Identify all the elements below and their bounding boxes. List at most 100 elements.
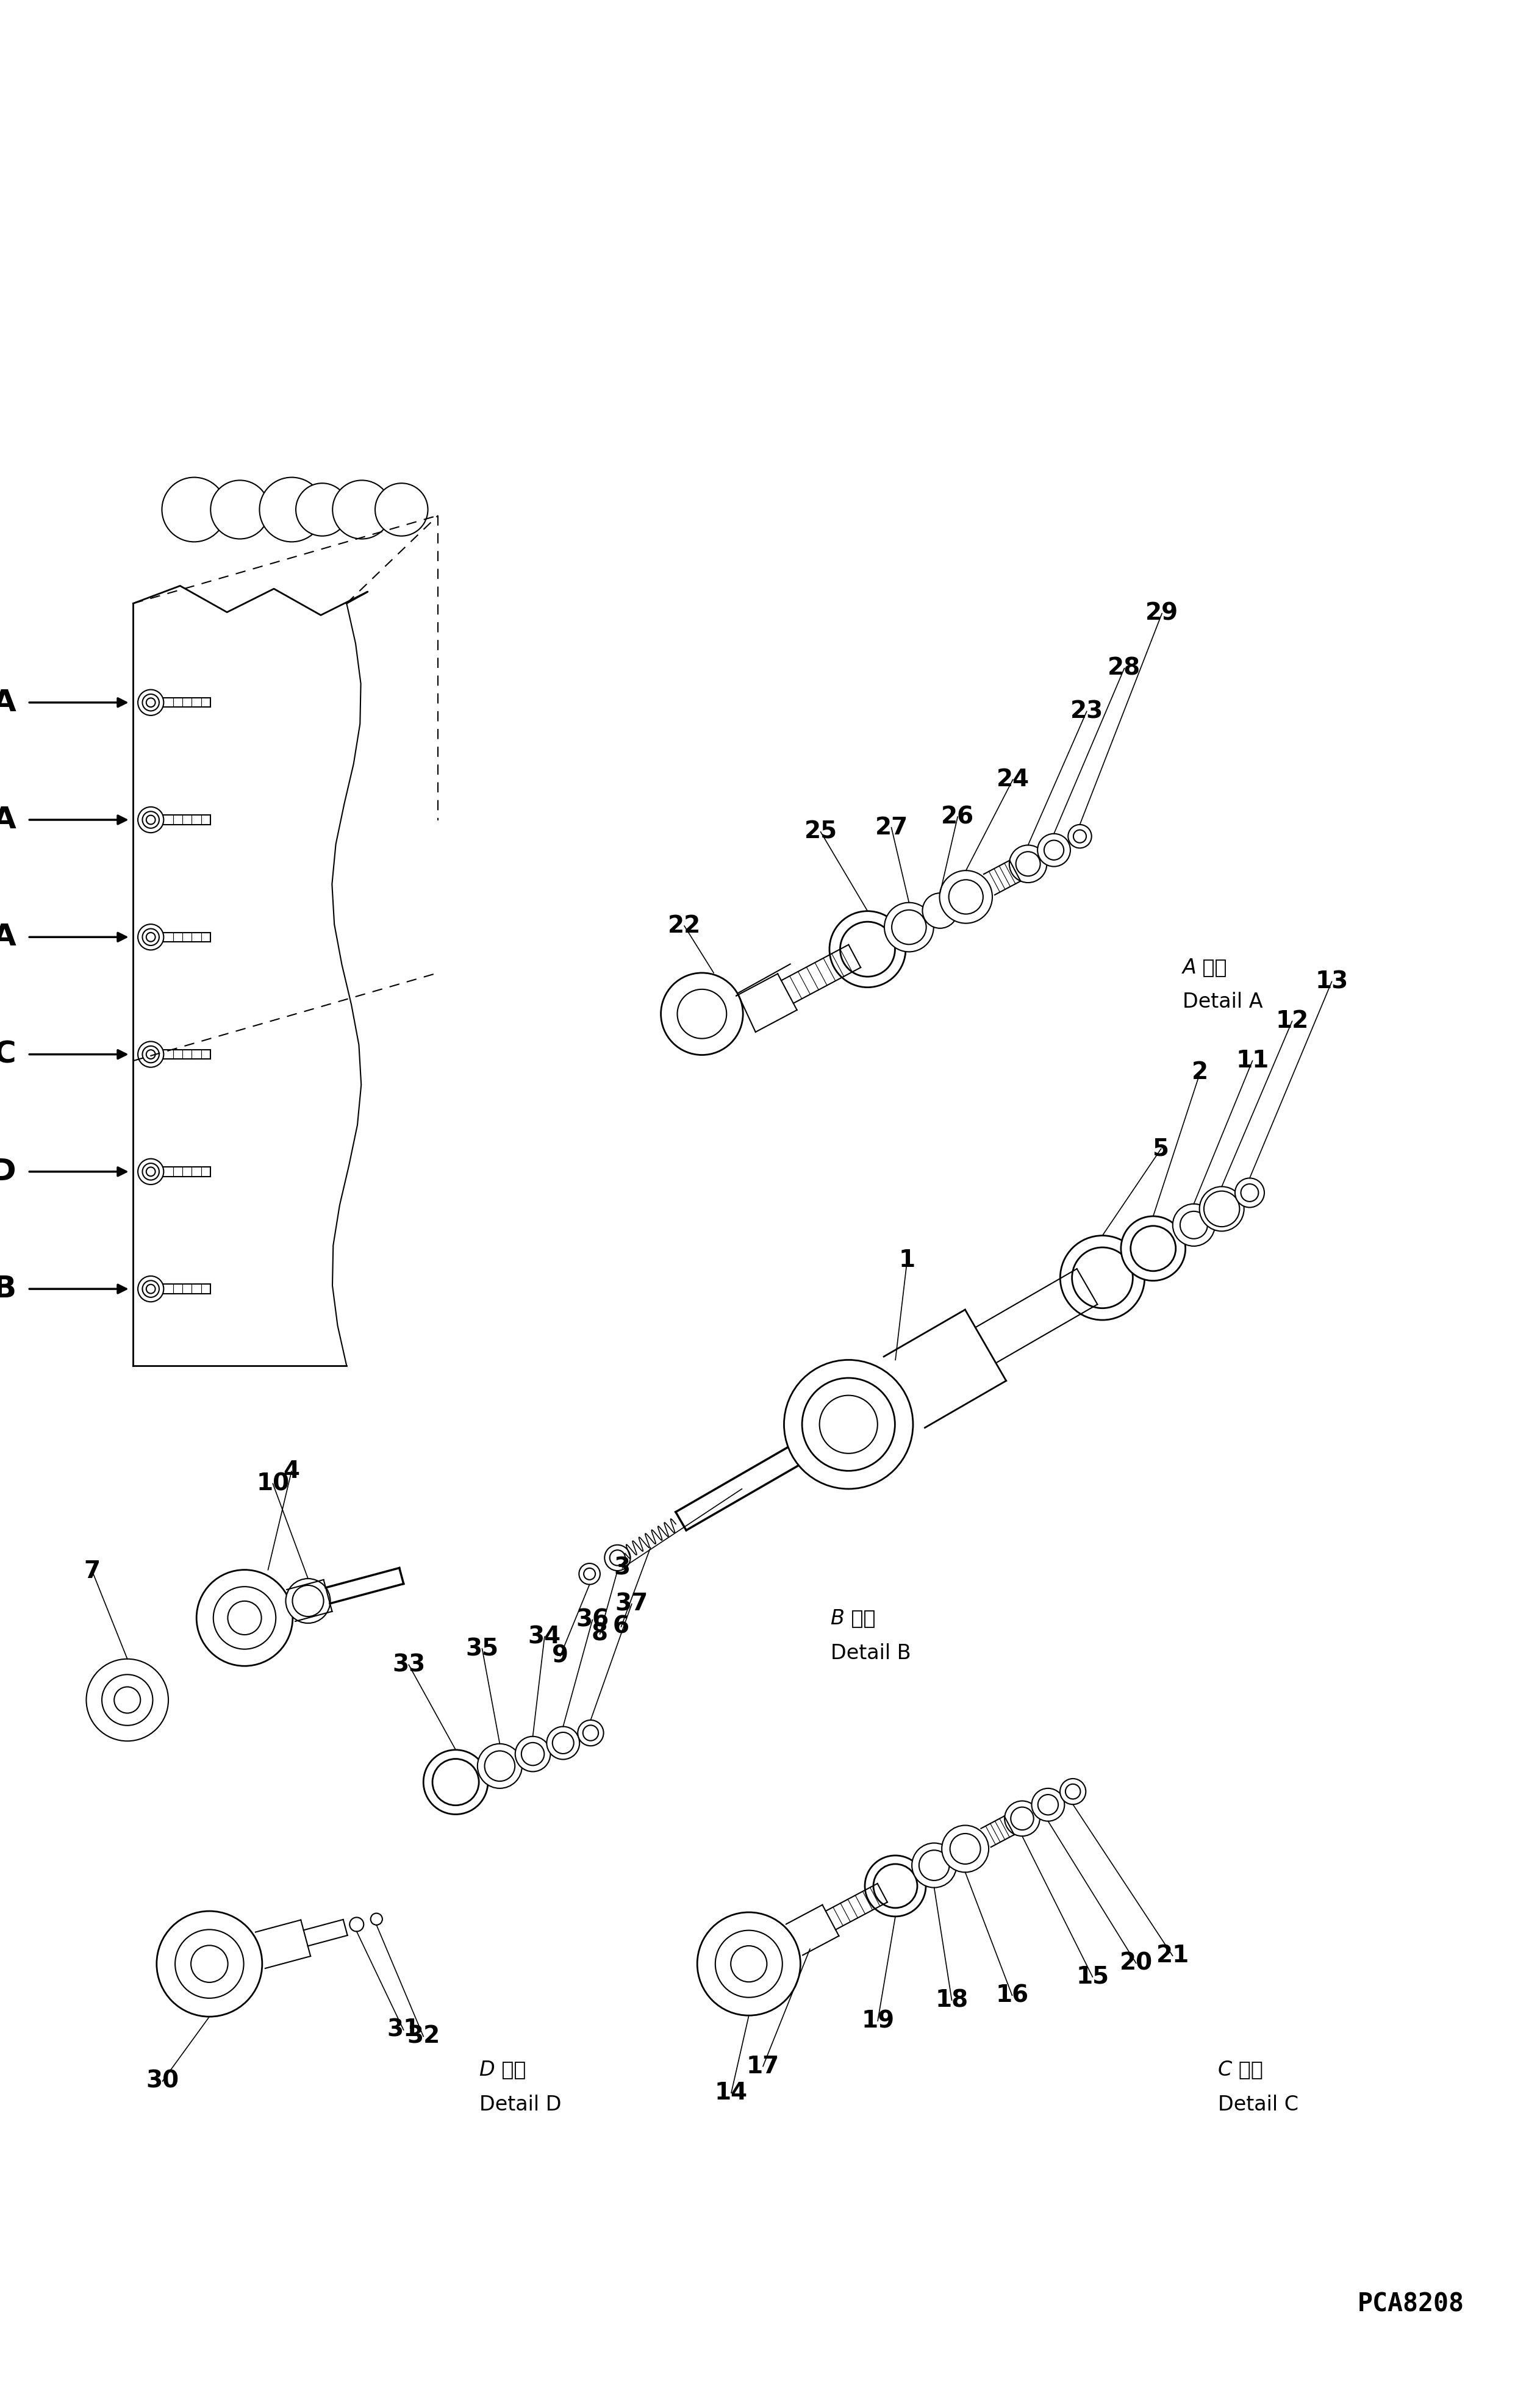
Circle shape (350, 1917, 363, 1931)
Circle shape (830, 912, 906, 988)
Circle shape (1073, 830, 1086, 842)
Circle shape (819, 1396, 878, 1454)
Text: 3: 3 (614, 1557, 630, 1579)
Text: 6: 6 (613, 1615, 630, 1639)
Circle shape (698, 1912, 801, 2015)
Text: 5: 5 (1153, 1137, 1169, 1161)
Text: 20: 20 (1120, 1950, 1152, 1974)
Text: 18: 18 (935, 1989, 969, 2013)
Circle shape (146, 933, 156, 940)
Circle shape (433, 1758, 479, 1806)
Text: 29: 29 (1146, 602, 1178, 626)
Circle shape (371, 1914, 382, 1924)
Text: A: A (0, 806, 15, 835)
Circle shape (1010, 1806, 1033, 1830)
Circle shape (1180, 1211, 1207, 1238)
Text: C: C (0, 1039, 15, 1070)
Circle shape (715, 1931, 782, 1998)
Circle shape (1172, 1204, 1215, 1245)
Text: 37: 37 (614, 1593, 648, 1615)
Circle shape (732, 1946, 767, 1982)
Text: 9: 9 (551, 1643, 568, 1667)
Text: Detail B: Detail B (832, 1643, 912, 1663)
Circle shape (102, 1675, 152, 1725)
Circle shape (259, 477, 323, 542)
Circle shape (142, 1046, 159, 1063)
Circle shape (114, 1686, 140, 1713)
Text: 16: 16 (996, 1984, 1029, 2008)
Text: PCA8208: PCA8208 (1357, 2291, 1465, 2317)
Text: 23: 23 (1070, 701, 1103, 722)
Text: 10: 10 (256, 1473, 290, 1495)
Text: A 詳細: A 詳細 (1183, 957, 1227, 976)
Circle shape (197, 1569, 293, 1665)
Text: 8: 8 (591, 1622, 608, 1646)
Text: 25: 25 (804, 820, 838, 844)
Text: Detail A: Detail A (1183, 993, 1263, 1012)
Text: 4: 4 (283, 1459, 300, 1483)
Circle shape (922, 892, 958, 928)
Circle shape (610, 1550, 625, 1567)
Text: 13: 13 (1315, 969, 1349, 993)
Circle shape (211, 480, 269, 540)
Circle shape (139, 924, 163, 950)
Text: 12: 12 (1275, 1010, 1309, 1034)
Circle shape (873, 1864, 918, 1907)
Circle shape (1060, 1778, 1086, 1804)
Text: Detail C: Detail C (1218, 2094, 1298, 2114)
Circle shape (865, 1854, 926, 1917)
Circle shape (146, 816, 156, 825)
Circle shape (296, 482, 348, 535)
Circle shape (522, 1742, 544, 1766)
Text: D: D (0, 1156, 15, 1185)
Text: 15: 15 (1076, 1965, 1109, 1989)
Circle shape (376, 482, 428, 535)
Circle shape (139, 806, 163, 832)
Circle shape (1072, 1247, 1133, 1307)
Circle shape (146, 1168, 156, 1176)
Circle shape (1235, 1178, 1264, 1207)
Circle shape (578, 1720, 604, 1746)
Circle shape (424, 1749, 488, 1814)
Circle shape (678, 988, 727, 1039)
Circle shape (1069, 825, 1092, 849)
Text: 35: 35 (465, 1636, 499, 1660)
Circle shape (579, 1564, 601, 1583)
Circle shape (1032, 1787, 1064, 1821)
Text: 30: 30 (146, 2070, 179, 2092)
Circle shape (157, 1912, 262, 2018)
Circle shape (139, 1041, 163, 1068)
Text: Detail D: Detail D (479, 2094, 561, 2114)
Text: 2: 2 (1192, 1060, 1209, 1084)
Circle shape (142, 928, 159, 945)
Circle shape (1241, 1185, 1258, 1202)
Text: 1: 1 (899, 1247, 915, 1271)
Circle shape (146, 1283, 156, 1293)
Circle shape (1066, 1785, 1081, 1799)
Circle shape (333, 480, 391, 540)
Circle shape (214, 1586, 276, 1648)
Circle shape (939, 871, 992, 924)
Circle shape (139, 1276, 163, 1303)
Text: 31: 31 (387, 2018, 420, 2042)
Circle shape (802, 1377, 895, 1471)
Text: 14: 14 (715, 2082, 748, 2104)
Circle shape (1038, 1794, 1058, 1816)
Circle shape (1060, 1235, 1144, 1319)
Circle shape (1016, 852, 1040, 876)
Circle shape (142, 1281, 159, 1298)
Text: 33: 33 (393, 1653, 425, 1677)
Circle shape (146, 698, 156, 708)
Text: 21: 21 (1157, 1943, 1189, 1967)
Circle shape (142, 811, 159, 828)
Circle shape (584, 1725, 599, 1742)
Text: D 詳細: D 詳細 (479, 2058, 525, 2080)
Text: 7: 7 (83, 1559, 100, 1583)
Circle shape (949, 880, 983, 914)
Circle shape (919, 1850, 949, 1881)
Circle shape (784, 1360, 913, 1490)
Circle shape (286, 1579, 330, 1624)
Text: 24: 24 (996, 768, 1029, 792)
Circle shape (477, 1744, 522, 1787)
Text: 17: 17 (747, 2054, 779, 2078)
